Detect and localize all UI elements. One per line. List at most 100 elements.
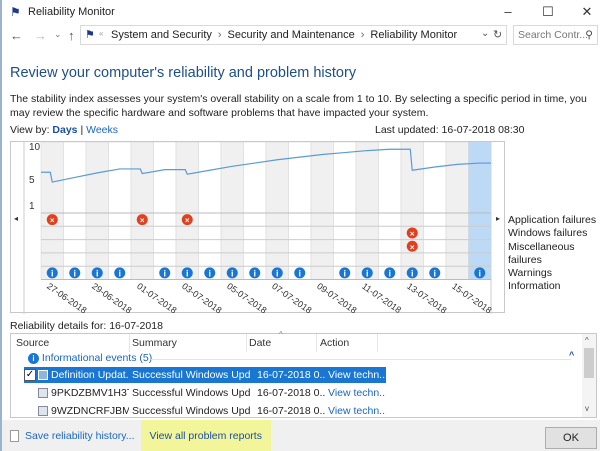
scrollbar-thumb[interactable] xyxy=(584,348,594,378)
day-column-08-07-2018[interactable] xyxy=(288,141,312,280)
date-label: 05-07-2018 xyxy=(225,281,268,314)
date-label: 11-07-2018 xyxy=(360,281,403,314)
save-history-link[interactable]: Save reliability history... xyxy=(25,429,135,442)
info-icon[interactable] xyxy=(474,267,486,279)
info-icon[interactable] xyxy=(249,267,261,279)
error-glyph: × xyxy=(50,216,55,225)
y-tick-label: 1 xyxy=(29,201,35,212)
table-row[interactable]: 9PKDZBMV1H3T-... Successful Windows Upd … xyxy=(24,385,386,401)
ok-button[interactable]: OK xyxy=(545,427,597,449)
chart-row-labels: Application failures Windows failures Mi… xyxy=(508,214,600,294)
error-icon[interactable] xyxy=(406,227,418,239)
day-column-10-07-2018[interactable] xyxy=(333,141,357,280)
scroll-down-icon[interactable]: v xyxy=(585,404,589,413)
row-label-application-failures: Application failures xyxy=(508,214,597,226)
stability-chart-svg[interactable]: 10 5 1 × × × × × i i i i i i i i i i i i i i i i i 27-06-2018 29-0… xyxy=(11,141,506,316)
info-icon[interactable] xyxy=(114,267,126,279)
maximize-button[interactable]: ☐ xyxy=(542,4,554,19)
day-column-29-06-2018[interactable] xyxy=(85,141,109,280)
error-icon[interactable] xyxy=(136,214,148,226)
breadcrumb-item[interactable]: Reliability Monitor xyxy=(370,29,458,41)
view-weeks-link[interactable]: Weeks xyxy=(86,124,119,136)
column-action[interactable]: Action xyxy=(320,337,350,349)
info-icon[interactable] xyxy=(339,267,351,279)
day-column-28-06-2018[interactable] xyxy=(63,141,87,280)
info-icon[interactable] xyxy=(204,267,216,279)
info-icon[interactable] xyxy=(294,267,306,279)
table-row[interactable]: 9WZDNCRFJBMP... Successful Windows Upd 1… xyxy=(24,403,386,419)
group-label: Informational events (5) xyxy=(41,352,153,364)
error-icon[interactable] xyxy=(46,214,58,226)
error-icon[interactable] xyxy=(181,214,193,226)
cell-action-link[interactable]: View techn... xyxy=(328,405,386,417)
day-column-01-07-2018[interactable] xyxy=(130,141,154,280)
day-column-14-07-2018[interactable] xyxy=(423,141,447,280)
error-icon[interactable] xyxy=(406,240,418,252)
flag-icon: ⚑ xyxy=(85,29,95,41)
day-column-04-07-2018[interactable] xyxy=(198,141,222,280)
cell-summary: Successful Windows Upd xyxy=(132,387,251,399)
chevron-down-icon[interactable]: ⌄ xyxy=(481,28,490,39)
collapse-group-icon[interactable]: ^ xyxy=(569,350,575,360)
up-icon[interactable]: ↑ xyxy=(68,28,75,43)
y-tick-label: 10 xyxy=(29,142,41,153)
day-column-27-06-2018[interactable] xyxy=(40,141,64,280)
y-tick-label: 5 xyxy=(29,175,35,186)
back-icon[interactable]: ← xyxy=(10,28,23,43)
day-column-30-06-2018[interactable] xyxy=(108,141,132,280)
info-icon[interactable] xyxy=(46,267,58,279)
stability-line xyxy=(41,148,491,183)
info-icon[interactable] xyxy=(226,267,238,279)
info-icon[interactable] xyxy=(361,267,373,279)
day-column-05-07-2018[interactable] xyxy=(220,141,244,280)
info-glyph: i xyxy=(411,268,414,278)
day-column-07-07-2018[interactable] xyxy=(265,141,289,280)
address-bar[interactable]: ⚑ « System and Security › Security and M… xyxy=(80,25,507,45)
breadcrumb-item[interactable]: Security and Maintenance xyxy=(227,29,355,41)
table-row[interactable]: ✓ Definition Updat... Successful Windows… xyxy=(24,367,386,383)
day-column-09-07-2018[interactable] xyxy=(310,141,334,280)
info-glyph: i xyxy=(433,268,436,278)
day-column-15-07-2018[interactable] xyxy=(445,141,469,280)
minimize-button[interactable]: – xyxy=(504,4,512,19)
info-icon[interactable] xyxy=(69,267,81,279)
day-column-02-07-2018[interactable] xyxy=(153,141,177,280)
cell-action-link[interactable]: View techn... xyxy=(328,387,386,399)
search-input[interactable]: Search Contr... ⚲ xyxy=(513,25,598,45)
info-icon[interactable] xyxy=(181,267,193,279)
column-summary[interactable]: Summary xyxy=(132,337,177,349)
day-column-12-07-2018[interactable] xyxy=(378,141,402,280)
day-column-11-07-2018[interactable] xyxy=(355,141,379,280)
group-informational-events[interactable]: i Informational events (5) xyxy=(28,352,152,364)
close-button[interactable]: ✕ xyxy=(581,4,593,19)
scroll-left-icon[interactable]: ◂ xyxy=(14,214,18,223)
info-glyph: i xyxy=(51,268,54,278)
info-icon[interactable] xyxy=(91,267,103,279)
document-icon xyxy=(10,429,19,442)
view-all-reports-link[interactable]: View all problem reports xyxy=(149,429,262,442)
recent-dropdown-icon[interactable]: ⌄ xyxy=(54,29,62,39)
info-glyph: i xyxy=(208,268,211,278)
column-date[interactable]: Date xyxy=(249,337,272,349)
vertical-scrollbar[interactable]: ^ v xyxy=(582,334,596,417)
info-icon[interactable] xyxy=(406,267,418,279)
day-column-13-07-2018[interactable] xyxy=(400,141,424,280)
info-icon[interactable] xyxy=(384,267,396,279)
cell-source: 9WZDNCRFJBMP... xyxy=(51,405,129,417)
cell-action-link[interactable]: View techn... xyxy=(328,369,386,381)
info-glyph: i xyxy=(186,268,189,278)
info-icon[interactable] xyxy=(429,267,441,279)
scroll-up-icon[interactable]: ^ xyxy=(585,336,589,345)
column-source[interactable]: Source xyxy=(16,337,50,349)
checkbox[interactable]: ✓ xyxy=(24,369,36,381)
view-days-link[interactable]: Days xyxy=(52,124,78,136)
stability-chart[interactable]: 10 5 1 × × × × × i i i i i i i i i i i i i i i i i 27-06-2018 29-0… xyxy=(10,141,506,316)
info-icon[interactable] xyxy=(159,267,171,279)
day-column-03-07-2018[interactable] xyxy=(175,141,199,280)
refresh-icon[interactable]: ↻ xyxy=(493,29,503,41)
info-glyph: i xyxy=(478,268,481,278)
info-icon[interactable] xyxy=(271,267,283,279)
breadcrumb-item[interactable]: System and Security xyxy=(111,29,212,41)
scroll-right-icon[interactable]: ▸ xyxy=(496,214,500,223)
forward-icon[interactable]: → xyxy=(34,28,47,43)
